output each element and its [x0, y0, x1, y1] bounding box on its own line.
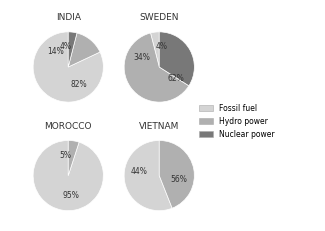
Text: 56%: 56%	[171, 175, 188, 184]
Title: MOROCCO: MOROCCO	[45, 122, 92, 131]
Legend: Fossil fuel, Hydro power, Nuclear power: Fossil fuel, Hydro power, Nuclear power	[199, 104, 274, 139]
Wedge shape	[68, 140, 79, 176]
Text: 95%: 95%	[63, 191, 80, 200]
Text: 14%: 14%	[47, 47, 64, 56]
Wedge shape	[68, 32, 77, 67]
Wedge shape	[33, 140, 103, 211]
Wedge shape	[33, 32, 103, 102]
Text: 34%: 34%	[133, 53, 150, 62]
Title: SWEDEN: SWEDEN	[139, 13, 179, 22]
Wedge shape	[68, 33, 100, 67]
Title: VIETNAM: VIETNAM	[139, 122, 179, 131]
Text: 44%: 44%	[131, 167, 148, 176]
Wedge shape	[124, 140, 172, 211]
Wedge shape	[150, 32, 159, 67]
Text: 4%: 4%	[60, 42, 72, 51]
Text: 5%: 5%	[59, 151, 71, 160]
Text: 62%: 62%	[167, 74, 184, 83]
Text: 82%: 82%	[71, 80, 87, 89]
Wedge shape	[159, 140, 194, 208]
Wedge shape	[124, 33, 189, 102]
Title: INDIA: INDIA	[56, 13, 81, 22]
Wedge shape	[159, 32, 194, 86]
Text: 4%: 4%	[156, 42, 168, 51]
